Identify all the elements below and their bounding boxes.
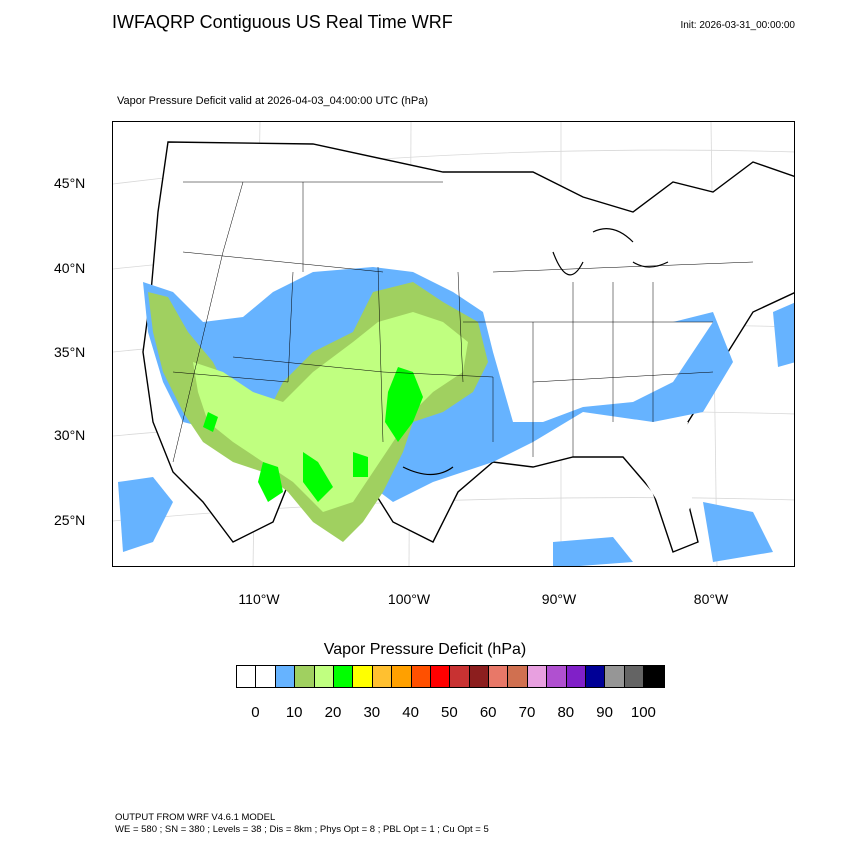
- colorbar-swatch: [527, 666, 548, 687]
- colorbar-swatch: [566, 666, 587, 687]
- admin-boundaries: [172, 181, 754, 463]
- colorbar-swatch: [256, 666, 276, 687]
- lon-label-90: 90°W: [541, 591, 577, 607]
- colorbar-swatch: [586, 666, 606, 687]
- lat-label-30: 30°N: [54, 427, 86, 443]
- lat-label-25: 25°N: [54, 512, 86, 528]
- colorbar-swatch: [450, 666, 470, 687]
- colorbar-tick-label: 100: [630, 704, 656, 721]
- colorbar-swatch: [508, 666, 528, 687]
- colorbar-swatch: [469, 666, 490, 687]
- colorbar-title: Vapor Pressure Deficit (hPa): [323, 641, 527, 658]
- colorbar-swatch: [430, 666, 451, 687]
- colorbar-tick-label: 50: [441, 704, 458, 721]
- colorbar-tick-label: 40: [402, 704, 419, 721]
- colorbar-swatch: [489, 666, 509, 687]
- colorbar-tick-label: 80: [557, 704, 575, 721]
- lon-label-100: 100°W: [387, 591, 431, 607]
- colorbar-swatch: [333, 666, 354, 687]
- colorbar-swatch: [605, 666, 625, 687]
- colorbar-tick-label: 90: [596, 704, 613, 721]
- colorbar: [236, 665, 665, 688]
- lat-label-40: 40°N: [54, 260, 86, 276]
- init-time-label: Init: 2026-03-31_00:00:00: [680, 20, 795, 31]
- model-footer: OUTPUT FROM WRF V4.6.1 MODEL WE = 580 ; …: [115, 812, 489, 836]
- page-title: IWFAQRP Contiguous US Real Time WRF: [112, 12, 453, 32]
- colorbar-swatch: [547, 666, 567, 687]
- colorbar-swatch: [392, 666, 412, 687]
- footer-line-2: WE = 580 ; SN = 380 ; Levels = 38 ; Dis …: [115, 824, 489, 835]
- colorbar-swatch: [353, 666, 373, 687]
- colorbar-swatch: [372, 666, 393, 687]
- colorbar-tick-label: 20: [324, 704, 342, 721]
- lat-label-45: 45°N: [54, 175, 86, 191]
- colorbar-tick-label: 30: [363, 704, 381, 721]
- colorbar-swatch: [237, 666, 257, 687]
- coastlines: [402, 228, 669, 476]
- lat-label-35: 35°N: [54, 344, 86, 360]
- colorbar-swatch: [644, 666, 664, 687]
- vpd-map: [113, 122, 794, 566]
- lon-label-80: 80°W: [693, 591, 729, 607]
- colorbar-swatch: [411, 666, 431, 687]
- colorbar-swatch: [314, 666, 334, 687]
- footer-line-1: OUTPUT FROM WRF V4.6.1 MODEL: [115, 812, 276, 823]
- colorbar-tick-label: 10: [285, 704, 303, 721]
- colorbar-tick-label: 0: [251, 704, 260, 721]
- lon-label-110: 110°W: [238, 591, 280, 607]
- colorbar-tick-label: 70: [518, 704, 536, 721]
- colorbar-swatch: [275, 666, 296, 687]
- field-subtitle: Vapor Pressure Deficit valid at 2026-04-…: [117, 95, 429, 107]
- colorbar-tick-label: 60: [479, 704, 497, 721]
- colorbar-swatch: [295, 666, 315, 687]
- colorbar-swatch: [624, 666, 645, 687]
- map-panel: [112, 121, 795, 567]
